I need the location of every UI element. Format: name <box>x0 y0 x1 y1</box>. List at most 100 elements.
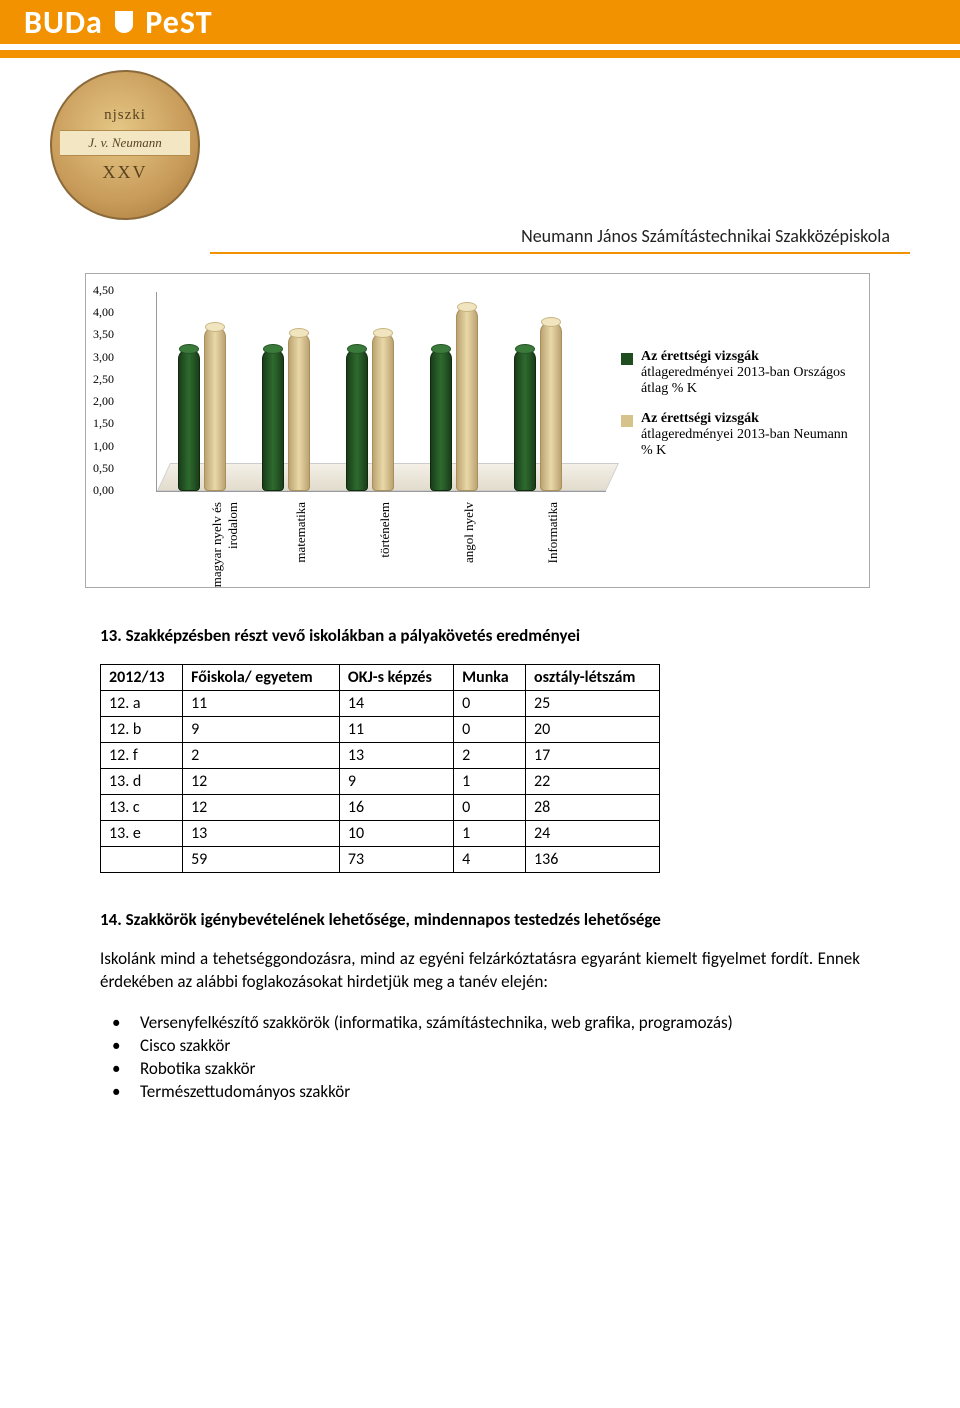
table-cell: 0 <box>454 717 526 743</box>
table-header-cell: OKJ-s képzés <box>339 665 453 691</box>
table-cell: 14 <box>339 691 453 717</box>
table-header-row: 2012/13Főiskola/ egyetemOKJ-s képzésMunk… <box>101 665 660 691</box>
bar-orszagos <box>178 349 200 491</box>
y-tick-label: 3,00 <box>74 351 114 363</box>
table-cell: 13 <box>183 821 340 847</box>
legend-swatch <box>621 415 633 427</box>
y-tick-label: 1,00 <box>74 440 114 452</box>
bar-neumann <box>456 307 478 491</box>
table-cell: 2 <box>454 743 526 769</box>
bar-orszagos <box>262 349 284 491</box>
school-underline <box>210 252 910 254</box>
table-cell: 1 <box>454 769 526 795</box>
bar-neumann <box>540 322 562 491</box>
table-cell: 17 <box>526 743 660 769</box>
legend-text: Az érettségi vizsgák átlageredményei 201… <box>641 349 851 397</box>
y-tick-label: 1,50 <box>74 417 114 429</box>
table-cell: 28 <box>526 795 660 821</box>
y-tick-label: 4,00 <box>74 306 114 318</box>
legend-item: Az érettségi vizsgák átlageredményei 201… <box>621 349 851 397</box>
chart-plot-area <box>156 292 606 492</box>
table-row: 13. c1216028 <box>101 795 660 821</box>
table-row: 12. a1114025 <box>101 691 660 717</box>
table-row: 59734136 <box>101 847 660 873</box>
table-cell: 16 <box>339 795 453 821</box>
table-cell: 10 <box>339 821 453 847</box>
table-cell: 9 <box>339 769 453 795</box>
brand-logo: BUDa PeST <box>24 3 213 42</box>
header-bar-thin <box>0 50 960 58</box>
section-14-paragraph: Iskolánk mind a tehetséggondozásra, mind… <box>100 948 860 994</box>
bar-orszagos <box>514 349 536 491</box>
bar-orszagos <box>430 349 452 491</box>
table-row: 12. b911020 <box>101 717 660 743</box>
x-tick-label: matematika <box>293 502 309 612</box>
table-row: 12. f213217 <box>101 743 660 769</box>
section-14-title: 14. Szakkörök igénybevételének lehetőség… <box>100 909 860 930</box>
document-body: 13. Szakképzésben részt vevő iskolákban … <box>100 625 860 1104</box>
seal-bottom: XXV <box>103 162 148 183</box>
table-cell: 59 <box>183 847 340 873</box>
table-cell: 13. c <box>101 795 183 821</box>
exam-results-chart: 4,504,003,503,002,502,001,501,000,500,00… <box>85 273 870 588</box>
table-cell: 13. e <box>101 821 183 847</box>
x-tick-label: Informatika <box>545 502 561 612</box>
seal-top: njszki <box>104 107 146 124</box>
followup-table: 2012/13Főiskola/ egyetemOKJ-s képzésMunk… <box>100 664 660 873</box>
y-tick-label: 3,50 <box>74 328 114 340</box>
table-cell: 12 <box>183 769 340 795</box>
table-header-cell: Főiskola/ egyetem <box>183 665 340 691</box>
table-cell: 11 <box>183 691 340 717</box>
table-cell: 1 <box>454 821 526 847</box>
y-tick-label: 0,50 <box>74 462 114 474</box>
table-header-cell: Munka <box>454 665 526 691</box>
table-header-cell: osztály-létszám <box>526 665 660 691</box>
table-cell: 136 <box>526 847 660 873</box>
header-bar: BUDa PeST <box>0 0 960 44</box>
bar-orszagos <box>346 349 368 491</box>
table-cell: 11 <box>339 717 453 743</box>
table-cell: 73 <box>339 847 453 873</box>
brand-right: PeST <box>145 3 212 42</box>
table-cell: 13 <box>339 743 453 769</box>
table-cell: 0 <box>454 691 526 717</box>
szakkor-list: Versenyfelkészítő szakkörök (informatika… <box>100 1012 860 1102</box>
legend-item: Az érettségi vizsgák átlageredményei 201… <box>621 411 851 459</box>
table-cell: 12. f <box>101 743 183 769</box>
seal-signature: J. v. Neumann <box>60 130 190 156</box>
school-name: Neumann János Számítástechnikai Szakközé… <box>521 225 890 247</box>
table-cell: 22 <box>526 769 660 795</box>
legend-text: Az érettségi vizsgák átlageredményei 201… <box>641 411 851 459</box>
table-cell <box>101 847 183 873</box>
brand-left: BUDa <box>24 3 103 42</box>
table-cell: 0 <box>454 795 526 821</box>
table-cell: 12. a <box>101 691 183 717</box>
x-tick-label: angol nyelv <box>461 502 477 612</box>
table-header-cell: 2012/13 <box>101 665 183 691</box>
list-item: Természettudományos szakkör <box>140 1081 860 1102</box>
bar-neumann <box>372 333 394 491</box>
list-item: Cisco szakkör <box>140 1035 860 1056</box>
table-row: 13. d129122 <box>101 769 660 795</box>
table-cell: 25 <box>526 691 660 717</box>
table-cell: 24 <box>526 821 660 847</box>
y-tick-label: 2,50 <box>74 373 114 385</box>
list-item: Versenyfelkészítő szakkörök (informatika… <box>140 1012 860 1033</box>
list-item: Robotika szakkör <box>140 1058 860 1079</box>
x-tick-label: magyar nyelv és irodalom <box>209 502 241 612</box>
section-13-title: 13. Szakképzésben részt vevő iskolákban … <box>100 625 860 646</box>
bar-neumann <box>204 327 226 491</box>
bar-neumann <box>288 333 310 491</box>
table-cell: 9 <box>183 717 340 743</box>
table-cell: 12 <box>183 795 340 821</box>
x-axis-labels: magyar nyelv és irodalommatematikatörtén… <box>171 502 591 577</box>
table-cell: 12. b <box>101 717 183 743</box>
chart-bars <box>172 291 592 491</box>
table-row: 13. e1310124 <box>101 821 660 847</box>
x-tick-label: történelem <box>377 502 393 612</box>
y-tick-label: 0,00 <box>74 484 114 496</box>
chart-legend: Az érettségi vizsgák átlageredményei 201… <box>621 349 851 473</box>
y-tick-label: 2,00 <box>74 395 114 407</box>
legend-swatch <box>621 353 633 365</box>
y-tick-label: 4,50 <box>74 284 114 296</box>
